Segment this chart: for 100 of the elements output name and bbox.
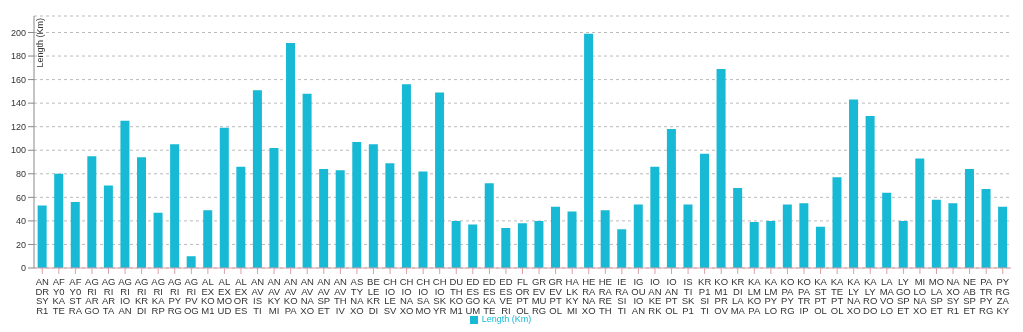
bar [120, 120, 130, 268]
bar [153, 212, 163, 268]
x-tick-label: CHIOSKYR [432, 276, 447, 316]
y-tick-label: 80 [15, 168, 26, 179]
bar [70, 202, 80, 268]
bar [435, 92, 445, 268]
x-tick-label: CHIOLESV [383, 276, 398, 316]
x-tick-label: NAXOSYR1 [946, 276, 961, 316]
x-tick-label: ISTISKP1 [681, 276, 696, 316]
bar [948, 203, 958, 268]
bar [368, 144, 378, 268]
y-tick-label: 180 [10, 51, 26, 62]
x-tick-label: PYRGZAKY [995, 276, 1010, 316]
x-tick-label: ANAVNAXO [300, 276, 315, 316]
x-tick-label: KALMKOPA [747, 276, 762, 316]
bar [335, 170, 345, 268]
bar [799, 203, 809, 268]
bar [832, 177, 842, 268]
x-tick-label: EDESKATE [482, 276, 497, 316]
bar [385, 163, 395, 268]
x-tick-label: AGRIKRDI [134, 276, 149, 316]
y-tick-label: 200 [10, 27, 26, 38]
bar [252, 90, 262, 268]
bar [550, 206, 560, 268]
x-tick-label: AGRIKARP [151, 276, 166, 316]
x-tick-label: IOANPTOL [664, 276, 679, 316]
bar [584, 33, 594, 268]
bar [931, 199, 941, 268]
x-tick-label: AGRIARGO [84, 276, 100, 316]
bar [865, 116, 875, 268]
bar [484, 183, 494, 268]
x-tick-label: AGRIPYRG [167, 276, 182, 316]
bar [468, 224, 478, 268]
x-tick-label: NEABSPET [963, 276, 977, 316]
x-tick-label: HERARETH [598, 276, 613, 316]
bar [849, 99, 859, 268]
bar [418, 171, 428, 268]
bar [733, 187, 743, 268]
x-tick-label: CHIONAXO [399, 276, 414, 316]
y-axis-title: Length (Km) [35, 18, 45, 68]
bar [650, 166, 660, 268]
x-tick-label: KOM1PROV [714, 276, 729, 316]
x-tick-label: AFY0STRA [68, 276, 83, 316]
bar [319, 169, 329, 268]
x-tick-label: IGOUIOAN [631, 276, 646, 316]
x-tick-label: ANAVISTI [250, 276, 265, 316]
y-tick-label: 20 [15, 239, 26, 250]
bar [683, 204, 693, 268]
y-tick-label: 100 [10, 145, 26, 156]
x-tick-label: LYGOSPET [895, 276, 911, 316]
bar [137, 157, 146, 268]
bar [286, 43, 296, 268]
bar [186, 256, 196, 268]
x-tick-label: AGRIIOAN [118, 276, 132, 316]
bar [451, 220, 461, 268]
bar [269, 147, 279, 268]
x-tick-label: KALMPYLO [764, 276, 778, 316]
x-tick-label: ANAVTHIV [333, 276, 348, 316]
x-tick-label: ANAVKOPA [283, 276, 298, 316]
x-tick-label: IERASITI [615, 276, 630, 316]
bar [103, 185, 113, 268]
x-tick-label: ALEXKOM1 [201, 276, 215, 316]
bar [964, 169, 974, 268]
x-tick-label: GREVPTOL [548, 276, 563, 316]
y-tick-label: 160 [10, 74, 26, 85]
x-tick-label: AGRIARTA [101, 276, 116, 316]
x-tick-label: EDESVERI [499, 276, 513, 316]
x-tick-label: GREVMURG [531, 276, 547, 316]
x-tick-label: ANAVSPET [317, 276, 331, 316]
bar [170, 144, 180, 268]
bar [749, 222, 759, 268]
x-tick-label: ANDRSYR1 [35, 276, 50, 316]
y-tick-label: 60 [15, 192, 26, 203]
x-tick-label: KALYNAXO [846, 276, 861, 316]
x-tick-label: ALEXMOUD [216, 276, 233, 316]
bar [882, 192, 892, 268]
x-tick-label: DUTHKOM1 [449, 276, 464, 316]
bar [219, 127, 229, 268]
x-tick-label: KATEPTOL [830, 276, 845, 316]
bar [401, 84, 411, 268]
x-tick-label: FLORPTOL [515, 276, 530, 316]
x-tick-label: KRP1SITI [698, 276, 712, 316]
bar [998, 206, 1008, 268]
x-tick-label: ANAVKYMI [267, 276, 282, 316]
x-tick-label: AFY0KATE [52, 276, 66, 316]
x-tick-label: EDESGOUM [465, 276, 481, 316]
legend-label: Length (Km) [481, 314, 532, 324]
bar [501, 227, 511, 268]
y-tick-label: 40 [15, 216, 26, 227]
bar [203, 210, 213, 268]
x-tick-label: KOPAPYRG [780, 276, 795, 316]
y-tick-label: 140 [10, 98, 26, 109]
bar [981, 189, 991, 268]
bar [633, 204, 643, 268]
x-tick-label: MILONAXO [913, 276, 928, 316]
bar [54, 173, 64, 268]
x-tick-label: MOLASPET [928, 276, 945, 316]
bar [567, 211, 577, 268]
bar [352, 142, 362, 268]
bar [898, 220, 908, 268]
